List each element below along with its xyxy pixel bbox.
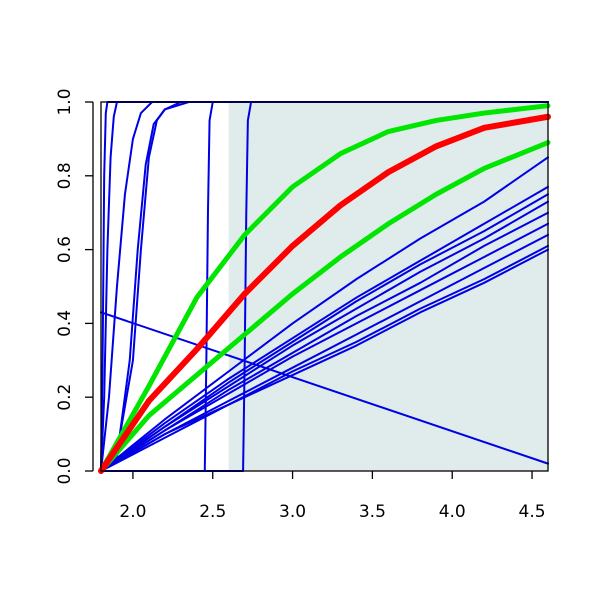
x-tick-label: 2.0 bbox=[119, 502, 146, 522]
y-tick-label: 1.0 bbox=[55, 88, 75, 115]
blue-curve-12 bbox=[100, 185, 549, 472]
red-curve bbox=[98, 113, 551, 474]
x-tick-label: 4.5 bbox=[519, 502, 546, 522]
green-curve-lower bbox=[98, 140, 551, 474]
x-tick-label: 3.0 bbox=[279, 502, 306, 522]
blue-curve-5 bbox=[100, 101, 549, 472]
y-tick-label: 0.0 bbox=[55, 457, 75, 484]
x-tick-label: 4.0 bbox=[439, 502, 466, 522]
x-tick-label: 3.5 bbox=[359, 502, 386, 522]
y-axis: 0.0 0.2 0.4 0.6 0.8 1.0 bbox=[55, 88, 94, 485]
plot-frame bbox=[100, 101, 549, 472]
blue-curve-11 bbox=[100, 156, 549, 472]
shaded-region-layer bbox=[228, 102, 548, 471]
shaded-region bbox=[228, 102, 548, 471]
blue-curve-16 bbox=[100, 222, 549, 472]
y-tick-label: 0.2 bbox=[55, 384, 75, 411]
x-tick-label: 2.5 bbox=[199, 502, 226, 522]
blue-curve-18 bbox=[100, 244, 549, 472]
blue-curve-14 bbox=[100, 200, 549, 472]
y-tick-label: 0.4 bbox=[55, 310, 75, 337]
green-curve-upper bbox=[98, 103, 551, 474]
x-axis: 2.0 2.5 3.0 3.5 4.0 4.5 bbox=[119, 471, 546, 522]
y-tick-label: 0.6 bbox=[55, 236, 75, 263]
blue-curve-7 bbox=[100, 101, 549, 472]
y-tick-label: 0.8 bbox=[55, 162, 75, 189]
blue-curve-19 bbox=[100, 248, 549, 472]
